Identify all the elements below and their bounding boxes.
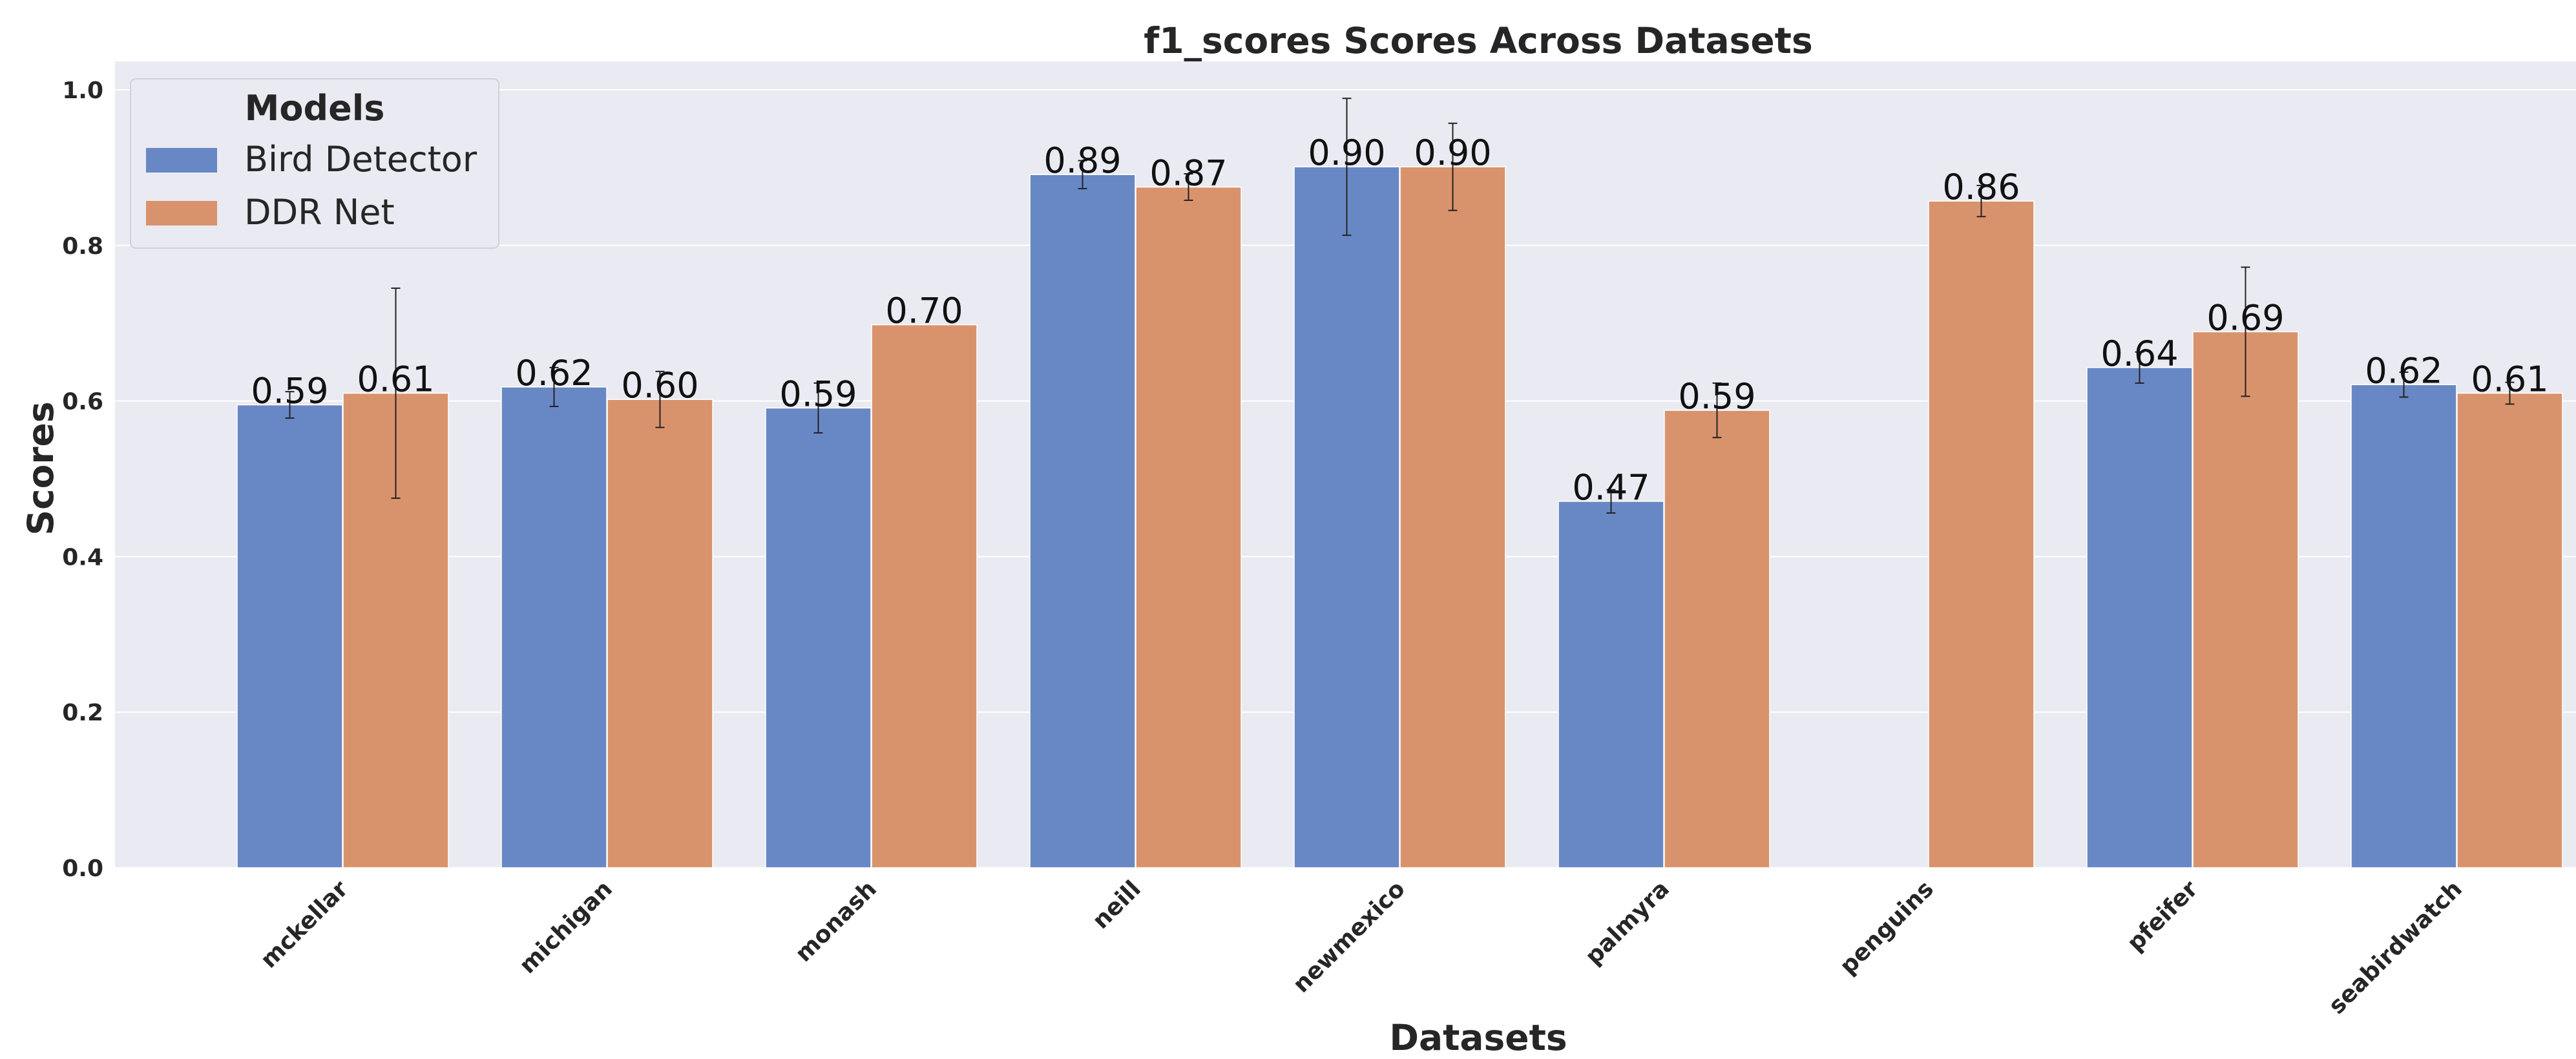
data-label: 0.69 <box>2206 297 2284 338</box>
bar-bird-detector-pfeifer <box>2086 367 2193 868</box>
bar-bird-detector-michigan <box>501 386 607 868</box>
x-tick-label: newmexico <box>1288 876 1410 998</box>
bar-bird-detector-mckellar <box>236 404 343 868</box>
data-label: 0.90 <box>1414 132 1491 173</box>
x-tick-label: mckellar <box>256 876 353 973</box>
y-tick-label: 0.8 <box>62 233 103 260</box>
bar-ddr-net-pfeifer <box>2192 331 2299 868</box>
data-label: 0.47 <box>1572 467 1649 508</box>
y-axis-label: Scores <box>20 401 61 535</box>
legend: Models Bird Detector DDR Net <box>130 78 499 249</box>
x-tick-label: monash <box>790 876 882 967</box>
data-label: 0.59 <box>779 373 857 414</box>
y-tick-label: 0.2 <box>62 700 103 726</box>
x-tick-label: neill <box>1087 876 1146 934</box>
bar-bird-detector-monash <box>765 407 872 868</box>
bar-ddr-net-palmyra <box>1664 410 1770 868</box>
data-label: 0.89 <box>1043 140 1121 181</box>
y-tick-label: 0.4 <box>62 544 103 571</box>
x-tick-label: pfeifer <box>2122 876 2203 956</box>
x-tick-label: michigan <box>514 876 618 979</box>
x-tick-label: penguins <box>1835 876 1939 980</box>
legend-box <box>130 78 499 249</box>
y-tick-label: 1.0 <box>62 78 103 104</box>
bar-ddr-net-penguins <box>1928 200 2035 868</box>
x-tick-label: seabirdwatch <box>2323 876 2467 1019</box>
bar-bird-detector-neill <box>1029 174 1136 868</box>
bar-bird-detector-palmyra <box>1558 501 1664 868</box>
bar-ddr-net-monash <box>871 324 978 868</box>
data-label: 0.87 <box>1149 153 1227 194</box>
error-bars <box>285 98 2515 514</box>
data-label: 0.59 <box>1678 376 1755 417</box>
legend-swatch-ddr-net <box>146 201 217 225</box>
data-label: 0.90 <box>1308 132 1385 173</box>
legend-label-ddr-net: DDR Net <box>244 192 395 233</box>
data-label: 0.60 <box>621 365 698 406</box>
data-label: 0.61 <box>357 359 434 400</box>
y-tick-label: 0.0 <box>62 855 103 882</box>
data-label: 0.86 <box>1942 167 2020 207</box>
bars <box>236 166 2563 868</box>
y-axis-ticks: 0.0 0.2 0.4 0.6 0.8 1.0 <box>62 78 103 882</box>
bar-ddr-net-michigan <box>607 399 713 868</box>
x-axis-label: Datasets <box>1389 1017 1567 1058</box>
data-label: 0.61 <box>2471 359 2548 400</box>
y-tick-label: 0.6 <box>62 389 103 415</box>
legend-label-bird-detector: Bird Detector <box>244 139 477 180</box>
x-axis-ticks: mckellar michigan monash neill newmexico palm… <box>256 876 2467 1020</box>
bar-ddr-net-seabirdwatch <box>2456 392 2563 868</box>
bar-bird-detector-newmexico <box>1293 166 1400 868</box>
x-tick-label: palmyra <box>1580 876 1675 970</box>
data-label: 0.70 <box>885 291 963 331</box>
data-label: 0.59 <box>251 371 328 412</box>
bar-ddr-net-newmexico <box>1399 166 1506 868</box>
data-label: 0.64 <box>2100 333 2178 374</box>
data-label: 0.62 <box>2365 350 2442 391</box>
chart-title: f1_scores Scores Across Datasets <box>1144 20 1812 61</box>
bar-bird-detector-seabirdwatch <box>2351 384 2457 868</box>
data-labels: 0.59 0.61 0.62 0.60 0.59 0.70 0.89 0.87 0.90 0.90… <box>251 132 2548 508</box>
legend-swatch-bird-detector <box>146 148 217 173</box>
legend-title: Models <box>245 88 385 129</box>
bar-ddr-net-neill <box>1135 186 1242 868</box>
data-label: 0.62 <box>515 353 592 393</box>
